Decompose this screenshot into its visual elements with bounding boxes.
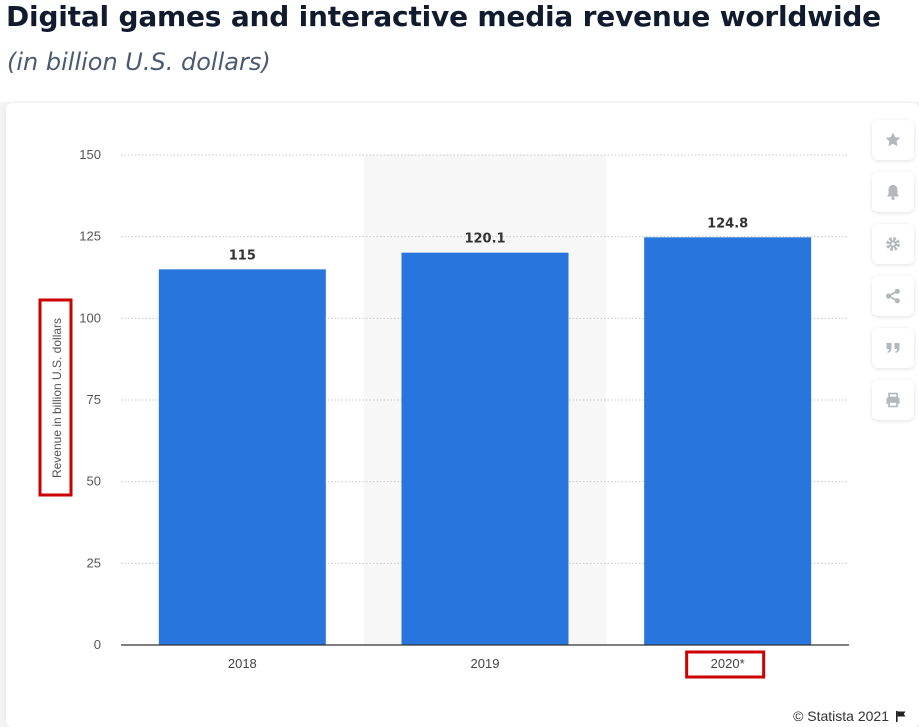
bell-icon xyxy=(887,185,899,200)
data-label: 120.1 xyxy=(464,232,505,247)
credit-text: © Statista 2021 xyxy=(793,708,889,724)
notification-button[interactable] xyxy=(872,172,914,212)
share-button[interactable] xyxy=(872,276,914,316)
chart-card: 0 25 50 75 100 125 150 115 2018 120.1 2019 124.8 202… xyxy=(6,103,919,727)
bar xyxy=(644,237,812,645)
print-icon xyxy=(886,392,900,408)
bar-chart: 0 25 50 75 100 125 150 115 2018 120.1 2019 124.8 202… xyxy=(38,147,849,679)
annotation-box-x-label xyxy=(685,650,766,679)
share-icon xyxy=(885,288,900,304)
statista-credit[interactable]: © Statista 2021 xyxy=(793,708,907,724)
y-tick-label: 25 xyxy=(87,555,101,570)
bar xyxy=(158,269,326,645)
settings-button[interactable] xyxy=(872,224,914,264)
y-tick-label: 100 xyxy=(79,310,101,325)
bar xyxy=(401,252,569,645)
annotation-box-y-title xyxy=(38,298,73,497)
y-tick-label: 0 xyxy=(94,637,101,652)
page-subtitle: (in billion U.S. dollars) xyxy=(7,48,271,76)
print-button[interactable] xyxy=(872,380,914,420)
x-tick-label: 2020* xyxy=(711,656,745,671)
data-label: 115 xyxy=(229,248,256,263)
star-icon xyxy=(885,132,901,147)
quote-icon xyxy=(886,343,900,353)
flag-icon[interactable] xyxy=(895,710,907,722)
cite-button[interactable] xyxy=(872,328,914,368)
y-tick-label: 50 xyxy=(87,474,101,489)
y-tick-label: 125 xyxy=(79,229,101,244)
y-axis-title: Revenue in billion U.S. dollars xyxy=(50,318,64,478)
gear-icon xyxy=(886,237,900,251)
header: Digital games and interactive media reve… xyxy=(0,0,919,102)
y-tick-label: 75 xyxy=(87,392,101,407)
data-label: 124.8 xyxy=(707,216,748,231)
y-tick-label: 150 xyxy=(79,147,101,162)
page-title: Digital games and interactive media reve… xyxy=(6,0,881,33)
x-tick-label: 2018 xyxy=(228,656,257,671)
x-tick-label: 2019 xyxy=(471,656,500,671)
favorite-button[interactable] xyxy=(872,120,914,160)
